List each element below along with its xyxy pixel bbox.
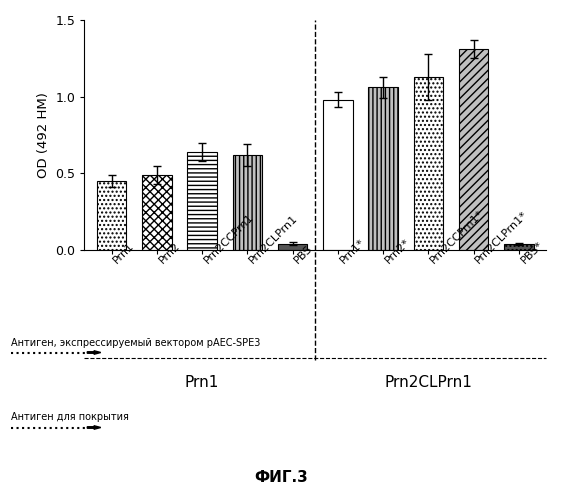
Bar <box>414 76 443 250</box>
Text: Антиген для покрытия: Антиген для покрытия <box>11 412 129 422</box>
Bar <box>187 152 217 250</box>
Text: Prn1: Prn1 <box>185 375 220 390</box>
Bar <box>97 181 126 250</box>
Bar <box>368 88 398 250</box>
Y-axis label: OD (492 НМ): OD (492 НМ) <box>37 92 50 178</box>
Bar <box>323 100 352 250</box>
Bar <box>278 244 307 250</box>
Text: ФИГ.3: ФИГ.3 <box>254 470 309 485</box>
Bar <box>233 155 262 250</box>
Bar <box>459 49 489 250</box>
Bar <box>504 244 534 250</box>
Bar <box>142 175 172 250</box>
Text: Prn2CLPrn1: Prn2CLPrn1 <box>385 375 472 390</box>
Text: Антиген, экспрессируемый вектором pAEC-SPE3: Антиген, экспрессируемый вектором pAEC-S… <box>11 338 261 347</box>
